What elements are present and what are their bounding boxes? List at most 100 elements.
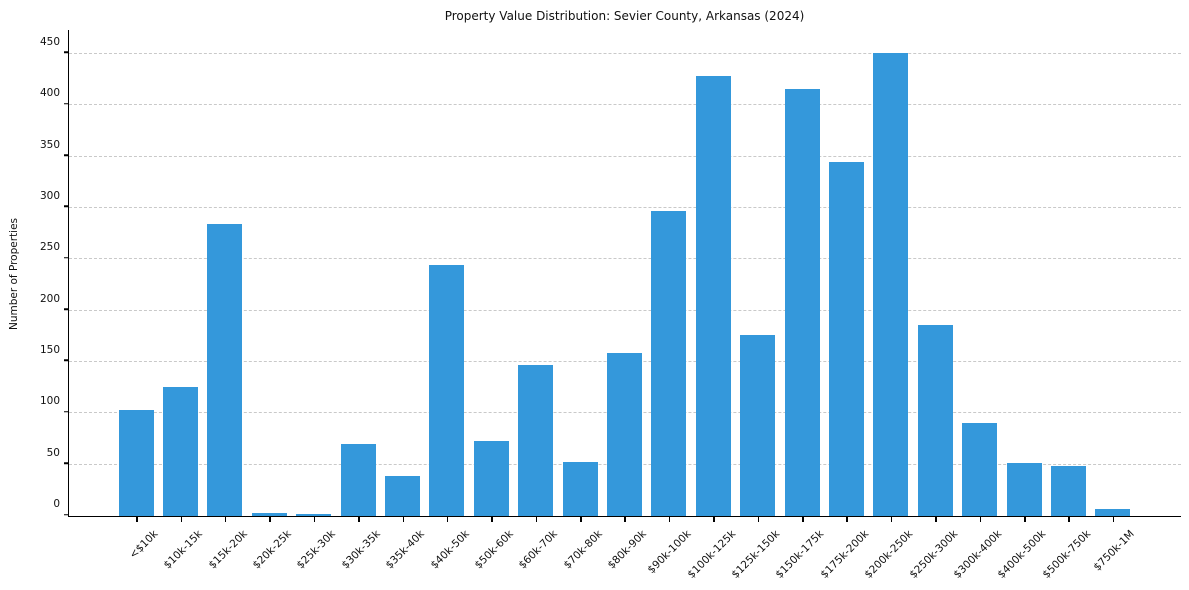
bar-slot: $300k-400k [951, 30, 1004, 581]
x-tick-label: $35k-40k [383, 528, 428, 572]
bar-$500k-750k [1050, 465, 1086, 516]
bars-row: <$10k $10k-15k $15k-20k $20k-25k $25k-30k $30… [69, 30, 1181, 581]
y-tick-label-200: 200 [39, 292, 60, 305]
bar-slot: <$10k [114, 30, 161, 561]
bar-slot: $150k-175k [774, 30, 827, 581]
bar-$150k-175k [784, 88, 820, 516]
x-tick-mark [224, 517, 227, 522]
x-tick-mark [1024, 517, 1026, 522]
y-tick-mark-350 [64, 154, 69, 156]
bar-$250k-300k [917, 325, 953, 516]
bar-slot: $500k-750k [1040, 30, 1093, 581]
bar-<$10k [118, 410, 154, 516]
x-tick-mark [358, 517, 360, 522]
bar-$10k-15k [163, 386, 199, 516]
bar-$35k-40k [385, 475, 421, 516]
bar-slot: $90k-100k [645, 30, 693, 576]
x-tick-label: $90k-100k [645, 528, 694, 577]
x-tick-mark [890, 517, 893, 522]
bar-slot: $25k-30k [292, 30, 338, 571]
y-axis-title: Number of Properties [8, 217, 20, 331]
x-tick-mark [180, 517, 183, 522]
bar-$400k-500k [1006, 462, 1042, 516]
bar-slot: $50k-60k [469, 30, 516, 571]
bar-$100k-125k [695, 75, 731, 516]
x-tick-mark [757, 517, 760, 522]
y-tick-mark-250 [64, 257, 69, 259]
gridline-250 [69, 258, 1181, 260]
bar-slot: $100k-125k [685, 30, 738, 581]
y-tick-mark-150 [64, 359, 69, 362]
x-tick-mark [269, 517, 271, 522]
y-tick-label-400: 400 [39, 87, 60, 100]
gridline-200 [69, 309, 1181, 311]
x-tick-mark [668, 517, 671, 522]
x-tick-label: $50k-60k [472, 528, 516, 572]
bar-$90k-100k [651, 211, 687, 516]
x-tick-mark [1112, 517, 1115, 522]
bar-slot: $15k-20k [203, 30, 249, 571]
y-tick-label-300: 300 [39, 189, 60, 202]
bar-$70k-80k [562, 461, 598, 516]
x-tick-label: $30k-35k [339, 528, 383, 572]
x-tick-label: $20k-25k [250, 528, 294, 572]
bar-slot: $80k-90k [602, 30, 649, 571]
bar-slot: $60k-70k [514, 30, 560, 571]
x-tick-mark [580, 517, 582, 522]
bar-slot: $70k-80k [558, 30, 605, 571]
bar-$50k-60k [473, 441, 509, 516]
bar-$175k-200k [828, 161, 864, 516]
y-tick-label-450: 450 [39, 35, 60, 48]
y-tick-label-50: 50 [46, 446, 60, 459]
y-tick-mark-300 [64, 205, 69, 208]
y-tick-mark-450 [64, 51, 69, 54]
x-tick-mark [313, 517, 316, 522]
bar-$25k-30k [296, 513, 332, 516]
x-tick-mark [136, 517, 138, 522]
x-tick-mark [491, 517, 493, 522]
y-tick-mark-0 [64, 513, 69, 516]
y-tick-mark-50 [64, 462, 69, 464]
bar-slot: $200k-250k [862, 30, 915, 581]
x-tick-label: $15k-20k [206, 528, 250, 572]
bar-slot: $35k-40k [380, 30, 427, 571]
bar-slot: $125k-150k [729, 30, 782, 581]
x-tick-label: $80k-90k [605, 528, 649, 572]
x-tick-mark [846, 517, 848, 522]
bar-slot: $750k-1M [1091, 30, 1137, 573]
x-tick-mark [713, 517, 715, 522]
x-tick-label: $70k-80k [561, 528, 605, 572]
x-tick-mark [624, 517, 626, 522]
y-tick-label-0: 0 [53, 498, 60, 510]
x-tick-label: $60k-70k [516, 528, 561, 572]
bar-$750k-1M [1095, 508, 1131, 516]
gridline-450 [69, 52, 1181, 54]
x-tick-label: <$10k [127, 528, 161, 562]
bar-slot: $10k-15k [158, 30, 205, 571]
bar-slot: $250k-300k [907, 30, 960, 581]
bar-slot: $20k-25k [247, 30, 294, 571]
chart-title: Property Value Distribution: Sevier Coun… [444, 9, 805, 23]
y-tick-label-250: 250 [39, 241, 60, 254]
gridline-300 [69, 206, 1181, 208]
gridline-350 [69, 155, 1181, 157]
x-tick-mark [802, 517, 804, 522]
y-tick-mark-200 [64, 308, 69, 310]
y-tick-label-150: 150 [39, 343, 60, 356]
x-tick-label: $25k-30k [294, 528, 339, 572]
x-tick-mark [402, 517, 405, 522]
bar-$200k-250k [873, 52, 909, 516]
x-tick-mark [979, 517, 982, 522]
x-tick-label: $40k-50k [428, 528, 472, 572]
x-tick-mark [535, 517, 538, 522]
bar-$125k-150k [740, 335, 776, 516]
gridline-400 [69, 104, 1181, 106]
plot-area: <$10k $10k-15k $15k-20k $20k-25k $25k-30k $30… [40, 30, 1181, 581]
bar-slot: $175k-200k [818, 30, 871, 581]
y-tick-mark-100 [64, 411, 69, 413]
x-tick-mark [1068, 517, 1070, 522]
x-tick-mark [446, 517, 449, 522]
bar-slot: $30k-35k [336, 30, 383, 571]
bar-slot: $40k-50k [425, 30, 471, 571]
